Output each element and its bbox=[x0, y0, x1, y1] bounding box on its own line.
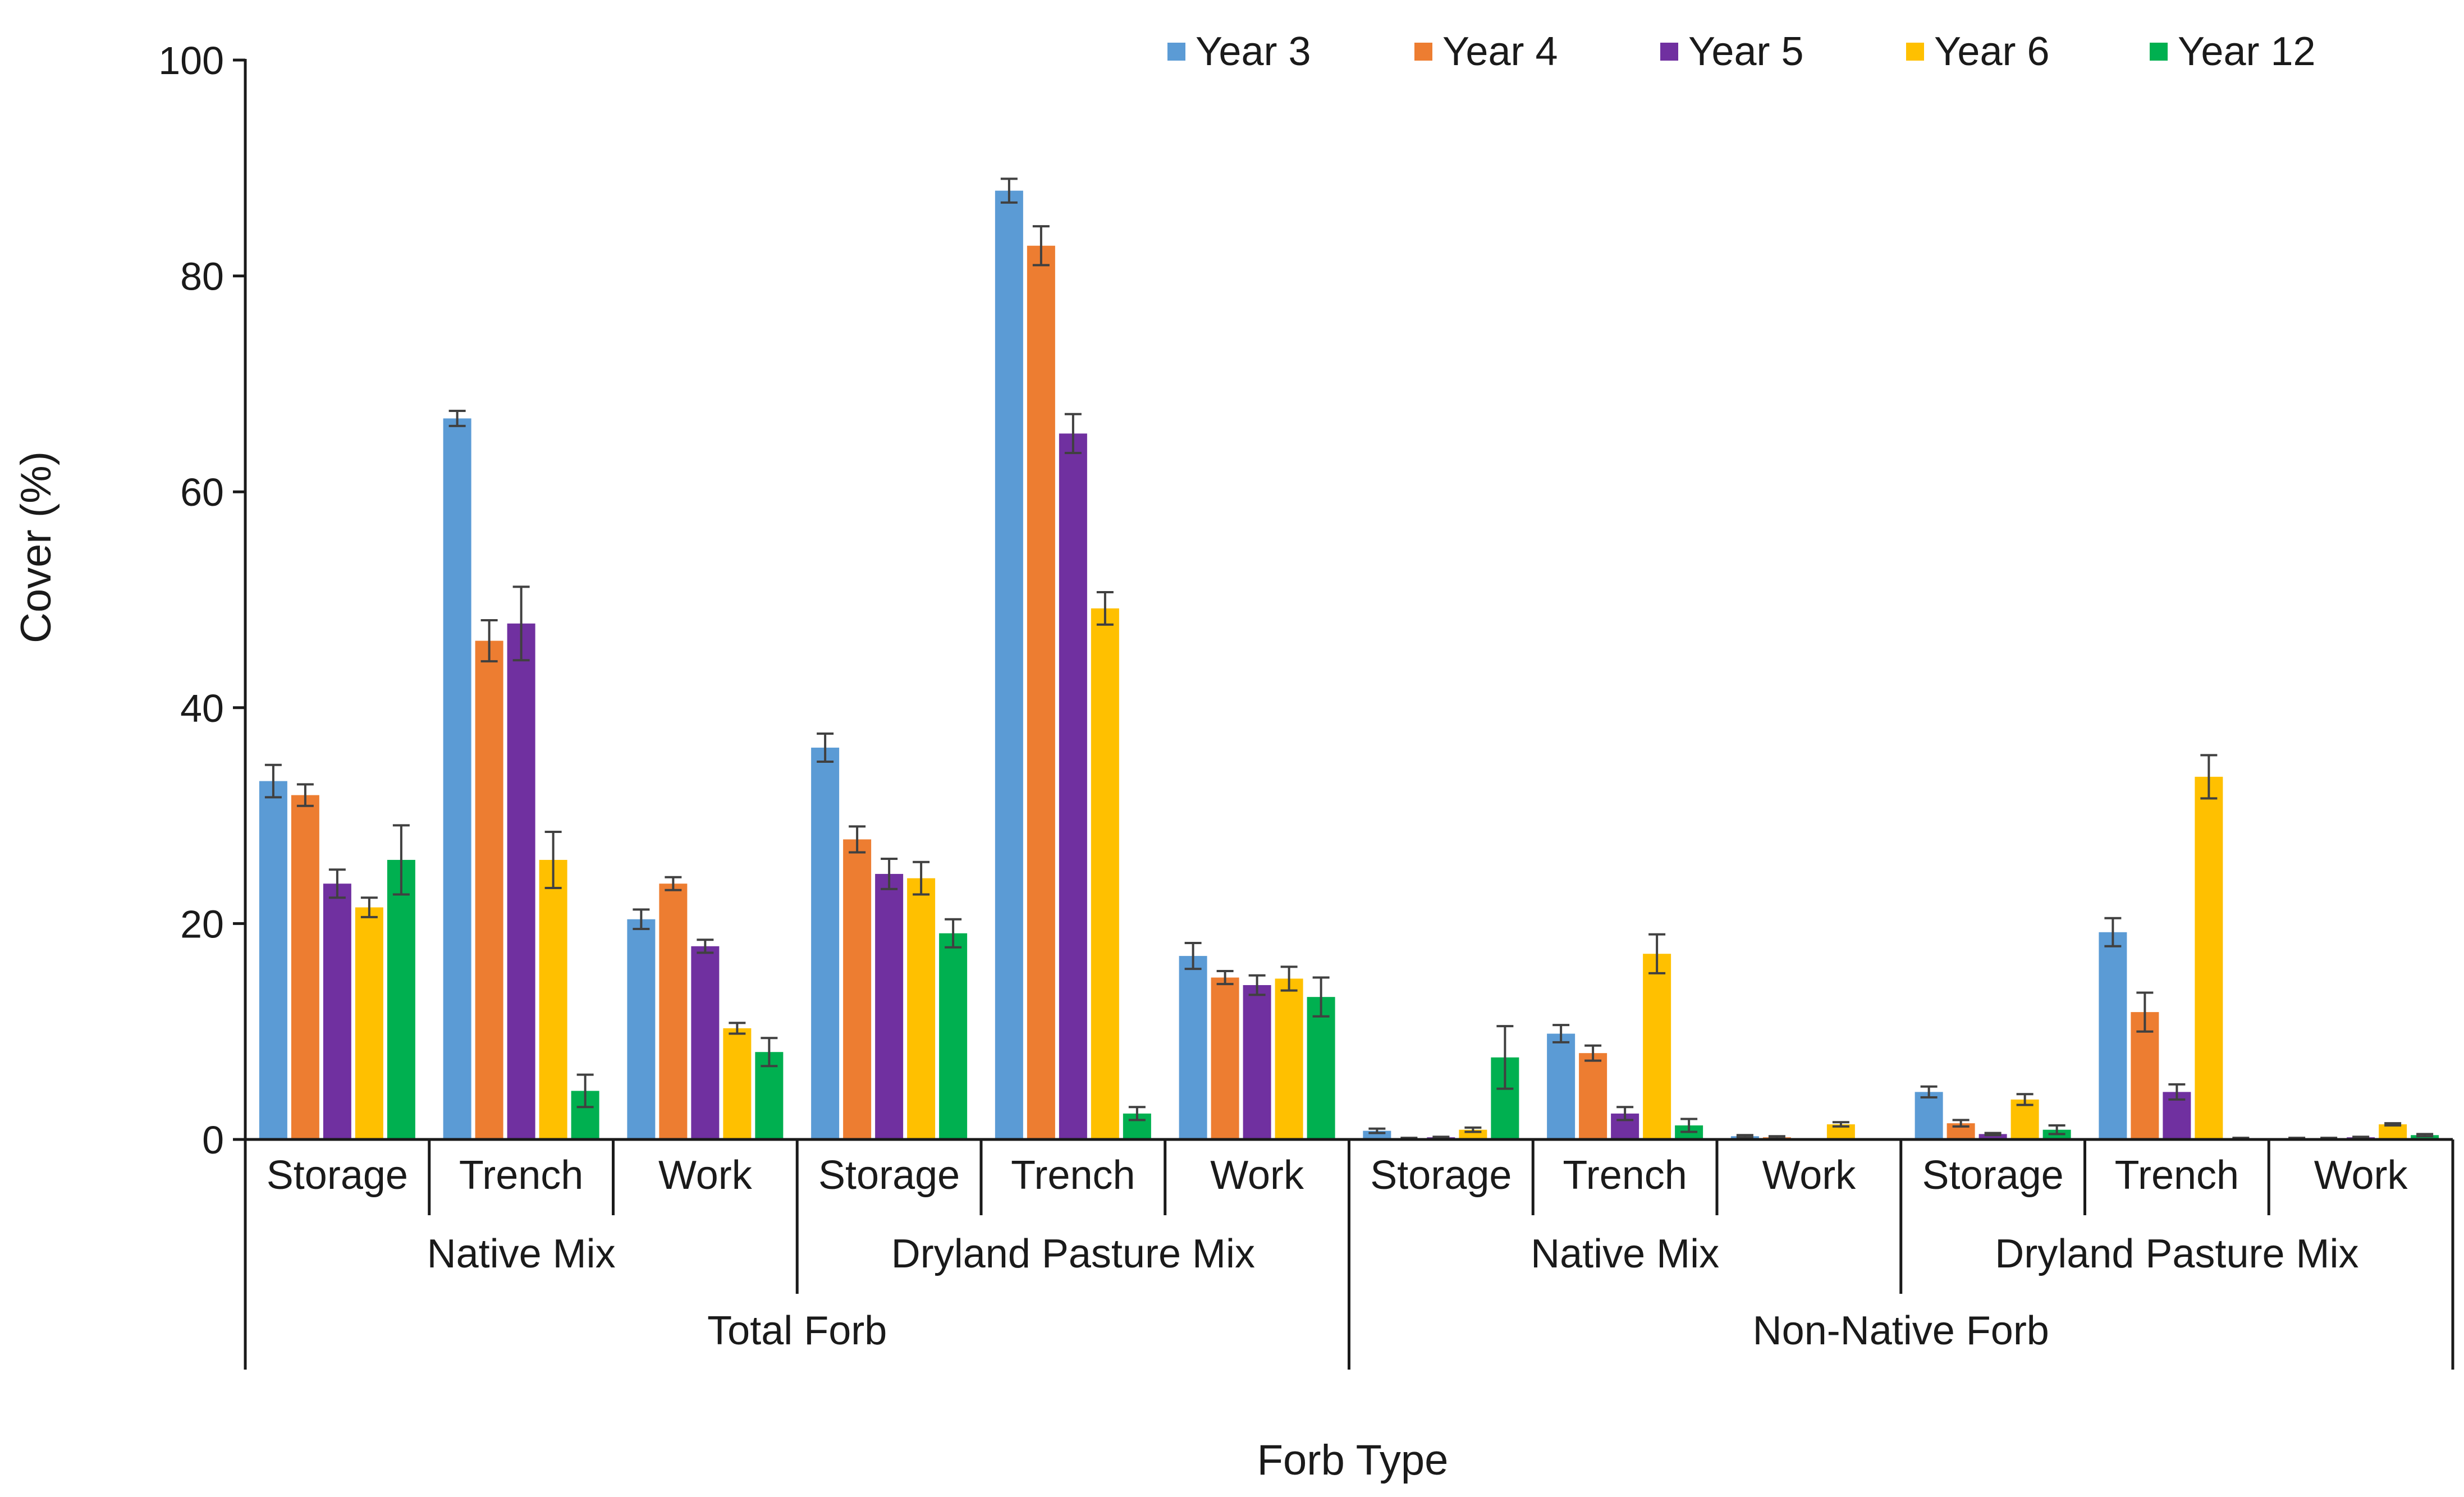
bars-layer bbox=[259, 190, 2439, 1140]
y-tick-label: 100 bbox=[158, 39, 224, 83]
bar-year-5-2 bbox=[691, 946, 720, 1139]
category-label-work: Work bbox=[1762, 1153, 1857, 1198]
bar-year-5-0 bbox=[323, 883, 351, 1139]
group-label: Dryland Pasture Mix bbox=[891, 1232, 1255, 1276]
bar-year-6-7 bbox=[1643, 954, 1671, 1139]
bar-year-4-0 bbox=[291, 795, 319, 1139]
group-label: Native Mix bbox=[427, 1232, 616, 1276]
legend-swatch-year-3 bbox=[1167, 43, 1185, 61]
bar-year-6-2 bbox=[723, 1028, 752, 1139]
category-label-trench: Trench bbox=[2115, 1153, 2239, 1198]
legend-label: Year 12 bbox=[2178, 29, 2316, 74]
category-label-trench: Trench bbox=[1011, 1153, 1135, 1198]
bar-year-4-5 bbox=[1211, 977, 1239, 1139]
y-tick-label: 60 bbox=[180, 470, 224, 514]
category-label-trench: Trench bbox=[459, 1153, 583, 1198]
bar-year-6-10 bbox=[2195, 776, 2223, 1139]
bar-year-5-4 bbox=[1059, 433, 1087, 1140]
bar-year-6-9 bbox=[2010, 1099, 2039, 1139]
category-label-work: Work bbox=[1210, 1153, 1304, 1198]
category-label-work: Work bbox=[2314, 1153, 2408, 1198]
bar-year-6-0 bbox=[355, 907, 383, 1139]
bar-year-12-0 bbox=[387, 859, 415, 1139]
bar-year-5-5 bbox=[1243, 985, 1271, 1139]
y-tick-label: 20 bbox=[180, 902, 224, 946]
legend: Year 3 Year 4 Year 5 Year 6 Year 12 bbox=[1167, 29, 2316, 74]
bar-year-6-5 bbox=[1275, 978, 1303, 1139]
y-tick-label: 80 bbox=[180, 255, 224, 299]
supergroup-label: Total Forb bbox=[707, 1308, 887, 1353]
bar-year-3-10 bbox=[2099, 932, 2127, 1139]
supergroup-label: Non-Native Forb bbox=[1753, 1308, 2049, 1353]
group-label: Native Mix bbox=[1531, 1232, 1719, 1276]
category-label-trench: Trench bbox=[1563, 1153, 1687, 1198]
bar-year-4-2 bbox=[659, 883, 688, 1139]
bar-year-5-9 bbox=[1978, 1134, 2007, 1139]
category-label-storage: Storage bbox=[818, 1153, 960, 1198]
bar-year-6-11 bbox=[2379, 1124, 2407, 1139]
bar-year-12-3 bbox=[939, 933, 968, 1139]
axes-layer bbox=[233, 58, 2454, 1370]
legend-label: Year 4 bbox=[1442, 29, 1558, 74]
group-label: Dryland Pasture Mix bbox=[1995, 1232, 2358, 1276]
category-label-storage: Storage bbox=[1370, 1153, 1512, 1198]
bar-year-3-2 bbox=[627, 919, 656, 1139]
y-tick-label: 0 bbox=[202, 1118, 224, 1162]
legend-swatch-year-6 bbox=[1906, 43, 1924, 61]
category-label-storage: Storage bbox=[1922, 1153, 2064, 1198]
bar-year-5-3 bbox=[875, 873, 904, 1139]
bar-year-6-3 bbox=[907, 878, 936, 1139]
legend-label: Year 5 bbox=[1688, 29, 1804, 74]
bar-year-12-5 bbox=[1307, 997, 1335, 1139]
bar-year-4-4 bbox=[1027, 245, 1055, 1140]
x-axis-title: Forb Type bbox=[1257, 1436, 1449, 1484]
bar-year-4-10 bbox=[2131, 1012, 2159, 1139]
bar-year-3-3 bbox=[811, 747, 840, 1139]
bar-year-3-4 bbox=[995, 190, 1023, 1140]
legend-label: Year 3 bbox=[1196, 29, 1311, 74]
y-tick-label: 40 bbox=[180, 686, 224, 730]
bar-year-4-7 bbox=[1579, 1053, 1607, 1139]
bar-year-6-1 bbox=[539, 859, 567, 1139]
category-label-storage: Storage bbox=[267, 1153, 408, 1198]
labels-layer: 0 20 40 60 80 100 Storage Trench Work Storage Tren… bbox=[158, 39, 2408, 1353]
bar-year-3-1 bbox=[443, 418, 471, 1139]
bar-year-3-7 bbox=[1547, 1033, 1576, 1139]
bar-year-4-1 bbox=[475, 640, 503, 1139]
legend-swatch-year-4 bbox=[1414, 43, 1432, 61]
bar-year-3-5 bbox=[1179, 956, 1207, 1139]
bar-year-5-1 bbox=[507, 623, 535, 1139]
bar-year-3-9 bbox=[1915, 1092, 1943, 1139]
y-axis-title: Cover (%) bbox=[12, 451, 60, 643]
category-label-work: Work bbox=[658, 1153, 753, 1198]
bar-year-4-3 bbox=[843, 839, 872, 1139]
legend-label: Year 6 bbox=[1934, 29, 2050, 74]
error-bars-layer bbox=[264, 177, 2434, 1141]
legend-swatch-year-5 bbox=[1660, 43, 1678, 61]
bar-year-6-4 bbox=[1091, 608, 1119, 1139]
bar-year-3-0 bbox=[259, 781, 287, 1139]
legend-swatch-year-12 bbox=[2150, 43, 2168, 61]
